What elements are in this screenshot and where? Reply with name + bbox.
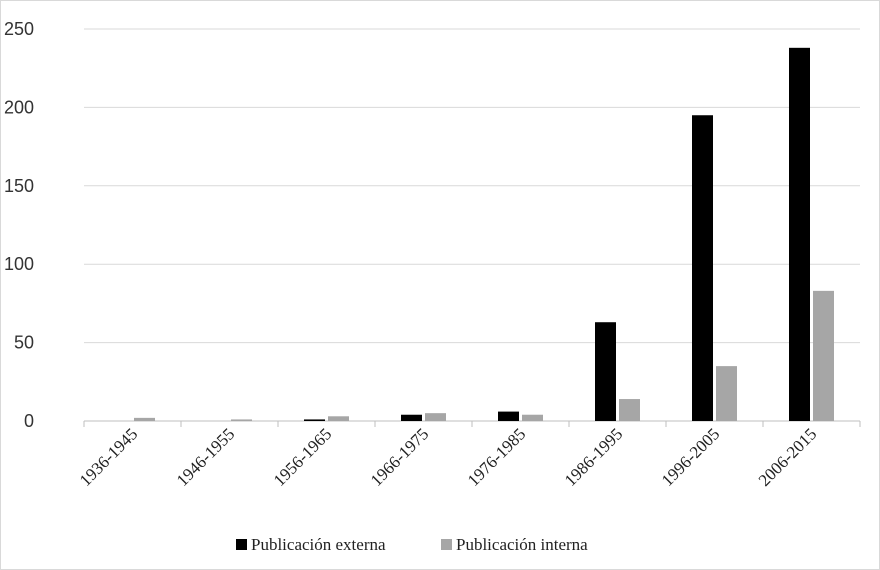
x-tick-label: 2006-2015 xyxy=(755,424,821,490)
y-tick-label: 150 xyxy=(4,176,34,196)
bar-externa xyxy=(304,419,325,421)
y-tick-label: 250 xyxy=(4,19,34,39)
x-tick-label: 1996-2005 xyxy=(658,424,724,490)
bar-externa xyxy=(498,411,519,421)
bar-interna xyxy=(134,417,155,421)
x-tick-label: 1966-1975 xyxy=(367,424,433,490)
x-tick-label: 1936-1945 xyxy=(76,424,142,490)
y-tick-label: 50 xyxy=(14,333,34,353)
bar-interna xyxy=(522,414,543,421)
bar-externa xyxy=(692,115,713,422)
y-tick-label: 100 xyxy=(4,254,34,274)
bar-interna xyxy=(813,290,834,421)
bar-interna xyxy=(716,366,737,421)
legend-swatch xyxy=(441,539,452,550)
legend-swatch xyxy=(236,539,247,550)
bar-externa xyxy=(789,47,810,421)
legend-label: Publicación interna xyxy=(456,535,588,554)
bar-interna xyxy=(328,416,349,421)
bar-interna xyxy=(231,419,252,421)
bar-interna xyxy=(619,399,640,421)
legend-label: Publicación externa xyxy=(251,535,386,554)
x-tick-label: 1976-1985 xyxy=(464,424,530,490)
y-tick-label: 0 xyxy=(24,411,34,431)
x-tick-label: 1986-1995 xyxy=(561,424,627,490)
bar-interna xyxy=(425,413,446,421)
y-tick-label: 200 xyxy=(4,97,34,117)
bar-externa xyxy=(595,322,616,421)
bar-externa xyxy=(401,414,422,421)
x-tick-label: 1946-1955 xyxy=(173,424,239,490)
x-tick-label: 1956-1965 xyxy=(270,424,336,490)
